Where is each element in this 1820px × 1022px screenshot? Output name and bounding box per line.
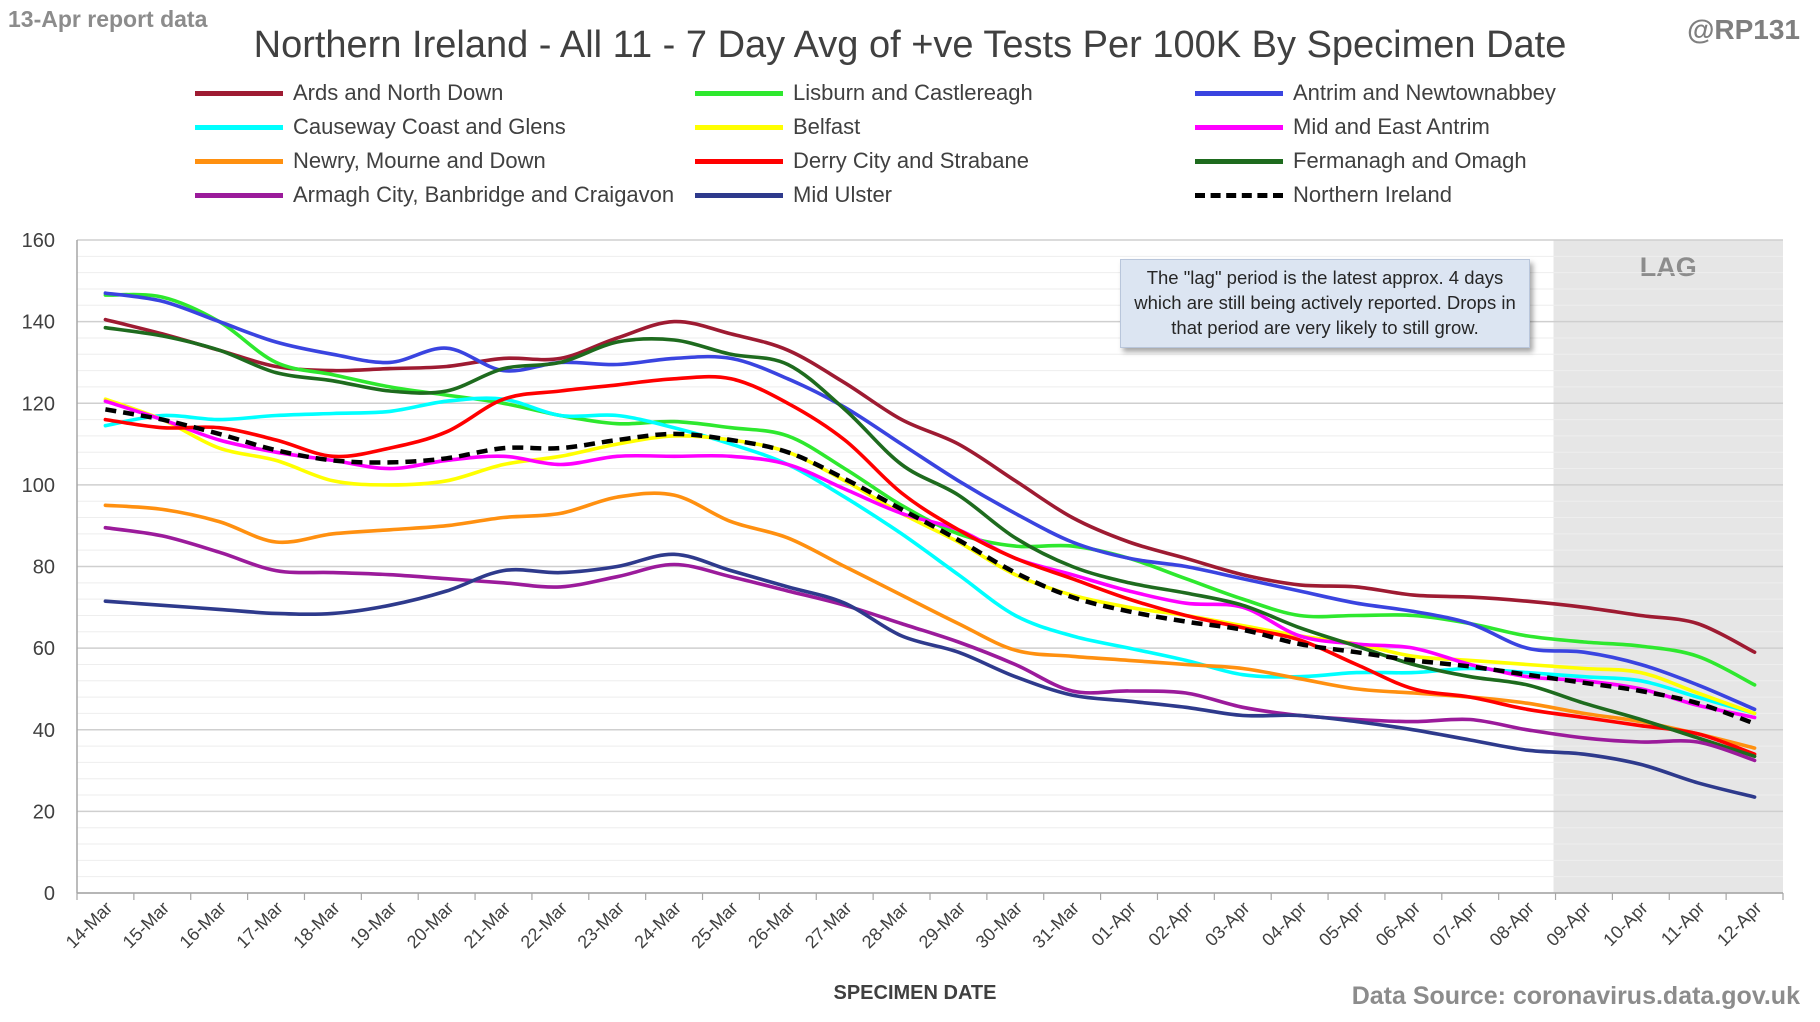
y-tick-label: 100: [22, 475, 55, 497]
series-line-belfast: [103, 397, 1757, 716]
series-line-causeway-coast-and-glens: [103, 396, 1757, 716]
chart-title: Northern Ireland - All 11 - 7 Day Avg of…: [253, 24, 1567, 66]
x-tick-label: 27-Mar: [801, 898, 855, 952]
series-line-northern-ireland: [105, 407, 1756, 726]
legend-swatch: [695, 124, 783, 130]
x-tick-label: 28-Mar: [858, 898, 912, 952]
series-line-armagh-city-banbridge-and-craigavon: [103, 525, 1757, 763]
legend-swatch: [1195, 192, 1283, 198]
lag-note-box: The "lag" period is the latest approx. 4…: [1120, 259, 1530, 348]
x-tick-label: 08-Apr: [1486, 898, 1538, 950]
x-tick-label: 02-Apr: [1144, 898, 1196, 950]
x-tick-label: 07-Apr: [1429, 898, 1481, 950]
legend-label: Mid Ulster: [793, 182, 893, 207]
legend-item-belfast: Belfast: [695, 110, 860, 144]
y-tick-label: 60: [33, 638, 55, 660]
y-tick-label: 0: [44, 883, 55, 905]
x-tick-label: 14-Mar: [62, 898, 116, 952]
x-tick-label: 16-Mar: [176, 898, 230, 952]
x-axis-title: SPECIMEN DATE: [833, 982, 997, 1004]
x-tick-label: 06-Apr: [1372, 898, 1424, 950]
y-tick-label: 80: [33, 557, 55, 579]
x-tick-label: 25-Mar: [687, 898, 741, 952]
legend-swatch: [695, 192, 783, 198]
legend-item-newry-mourne-and-down: Newry, Mourne and Down: [195, 144, 546, 178]
series-line-derry-city-and-strabane: [103, 374, 1757, 756]
series-lines: [103, 291, 1757, 799]
legend-swatch: [695, 158, 783, 164]
legend-label: Derry City and Strabane: [793, 148, 1029, 173]
x-tick-label: 22-Mar: [517, 898, 571, 952]
lag-band-label: LAG: [1640, 252, 1697, 282]
legend-item-mid-and-east-antrim: Mid and East Antrim: [1195, 110, 1490, 144]
series-line-ards-and-north-down: [103, 317, 1757, 654]
x-tick-label: 20-Mar: [403, 898, 457, 952]
y-tick-label: 40: [33, 720, 55, 742]
legend-item-lisburn-and-castlereagh: Lisburn and Castlereagh: [695, 76, 1033, 110]
y-tick-label: 120: [22, 393, 55, 415]
legend-swatch: [195, 124, 283, 130]
legend-label: Ards and North Down: [293, 80, 504, 105]
legend-label: Belfast: [793, 114, 861, 139]
legend-swatch: [1195, 124, 1283, 130]
legend-swatch: [1195, 158, 1283, 164]
legend-swatch: [195, 90, 283, 96]
legend-item-causeway-coast-and-glens: Causeway Coast and Glens: [195, 110, 566, 144]
series-line-antrim-and-newtownabbey: [103, 291, 1757, 712]
legend-item-ards-and-north-down: Ards and North Down: [195, 76, 503, 110]
legend-item-fermanagh-and-omagh: Fermanagh and Omagh: [1195, 144, 1527, 178]
axes: [76, 240, 1784, 900]
x-tick-label: 24-Mar: [630, 898, 684, 952]
x-tick-label: 03-Apr: [1201, 898, 1253, 950]
legend-swatch: [1195, 90, 1283, 96]
x-tick-label: 11-Apr: [1657, 898, 1708, 949]
legend-label: Antrim and Newtownabbey: [1293, 80, 1556, 105]
x-tick-label: 29-Mar: [915, 898, 969, 952]
x-tick-label: 31-Mar: [1029, 898, 1083, 952]
author-handle: @RP131: [1687, 14, 1800, 45]
x-tick-label: 12-Apr: [1713, 898, 1765, 950]
x-tick-label: 09-Apr: [1542, 898, 1594, 950]
x-tick-label: 26-Mar: [744, 898, 798, 952]
data-source-label: Data Source: coronavirus.data.gov.uk: [1351, 982, 1800, 1010]
series-line-newry-mourne-and-down: [103, 491, 1757, 750]
gridlines: [77, 239, 1783, 894]
report-date-label: 13-Apr report data: [8, 6, 208, 32]
x-tick-label: 19-Mar: [346, 898, 400, 952]
series-line-fermanagh-and-omagh: [103, 325, 1757, 759]
legend-label: Armagh City, Banbridge and Craigavon: [293, 182, 675, 207]
legend-item-antrim-and-newtownabbey: Antrim and Newtownabbey: [1195, 76, 1556, 110]
x-tick-label: 04-Apr: [1258, 898, 1310, 950]
legend-item-mid-ulster: Mid Ulster: [695, 178, 892, 212]
series-line-mid-ulster: [103, 552, 1757, 799]
legend-label: Causeway Coast and Glens: [293, 114, 566, 139]
legend-item-derry-city-and-strabane: Derry City and Strabane: [695, 144, 1029, 178]
y-tick-label: 160: [22, 230, 55, 252]
x-tick-label: 10-Apr: [1599, 898, 1651, 950]
x-tick-label: 21-Mar: [460, 898, 514, 952]
legend-label: Lisburn and Castlereagh: [793, 80, 1033, 105]
legend-swatch: [195, 158, 283, 164]
x-tick-label: 05-Apr: [1315, 898, 1367, 950]
x-tick-label: 17-Mar: [232, 898, 286, 952]
x-tick-label: 23-Mar: [574, 898, 628, 952]
x-tick-label: 18-Mar: [289, 898, 343, 952]
x-tick-label: 01-Apr: [1088, 898, 1140, 950]
legend-swatch: [695, 90, 783, 96]
legend-label: Northern Ireland: [1293, 182, 1452, 207]
y-tick-label: 140: [22, 312, 55, 334]
y-tick-label: 20: [33, 801, 55, 823]
legend-label: Fermanagh and Omagh: [1293, 148, 1527, 173]
legend-label: Newry, Mourne and Down: [293, 148, 546, 173]
legend-item-armagh-city-banbridge-and-craigavon: Armagh City, Banbridge and Craigavon: [195, 178, 674, 212]
x-tick-label: 15-Mar: [119, 898, 173, 952]
series-line-mid-and-east-antrim: [103, 399, 1757, 720]
series-line-lisburn-and-castlereagh: [103, 292, 1757, 687]
legend-swatch: [195, 192, 283, 198]
legend-item-northern-ireland: Northern Ireland: [1195, 178, 1452, 212]
legend-label: Mid and East Antrim: [1293, 114, 1490, 139]
x-tick-label: 30-Mar: [972, 898, 1026, 952]
